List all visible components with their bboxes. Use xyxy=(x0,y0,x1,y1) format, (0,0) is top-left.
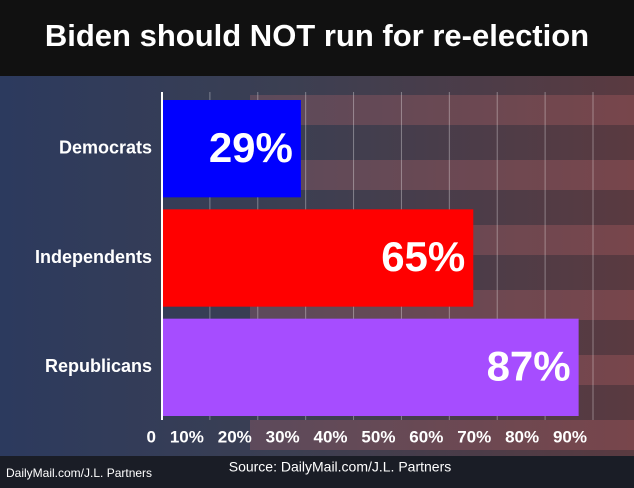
value-label: 65% xyxy=(381,233,465,280)
bar xyxy=(162,100,301,198)
value-label: 87% xyxy=(487,342,571,389)
x-tick-label: 70% xyxy=(457,427,491,446)
category-label: Democrats xyxy=(59,137,152,157)
x-tick-label: 60% xyxy=(409,427,443,446)
bar xyxy=(162,318,579,416)
value-label: 29% xyxy=(209,124,293,171)
footer-band xyxy=(0,456,634,488)
x-tick-label: 80% xyxy=(505,427,539,446)
source: Source: DailyMail.com/J.L. Partners xyxy=(229,459,452,475)
x-tick-label: 50% xyxy=(361,427,395,446)
x-tick-label: 40% xyxy=(314,427,348,446)
x-tick-label: 0 xyxy=(147,427,156,446)
credit: DailyMail.com/J.L. Partners xyxy=(6,466,152,480)
x-tick-label: 90% xyxy=(553,427,587,446)
category-label: Independents xyxy=(35,247,152,267)
x-tick-label: 10% xyxy=(170,427,204,446)
bar xyxy=(162,209,474,307)
title-band xyxy=(0,0,634,76)
x-tick-label: 30% xyxy=(266,427,300,446)
x-tick-label: 20% xyxy=(218,427,252,446)
category-label: Republicans xyxy=(45,356,152,376)
chart-title: Biden should NOT run for re-election xyxy=(45,18,589,53)
